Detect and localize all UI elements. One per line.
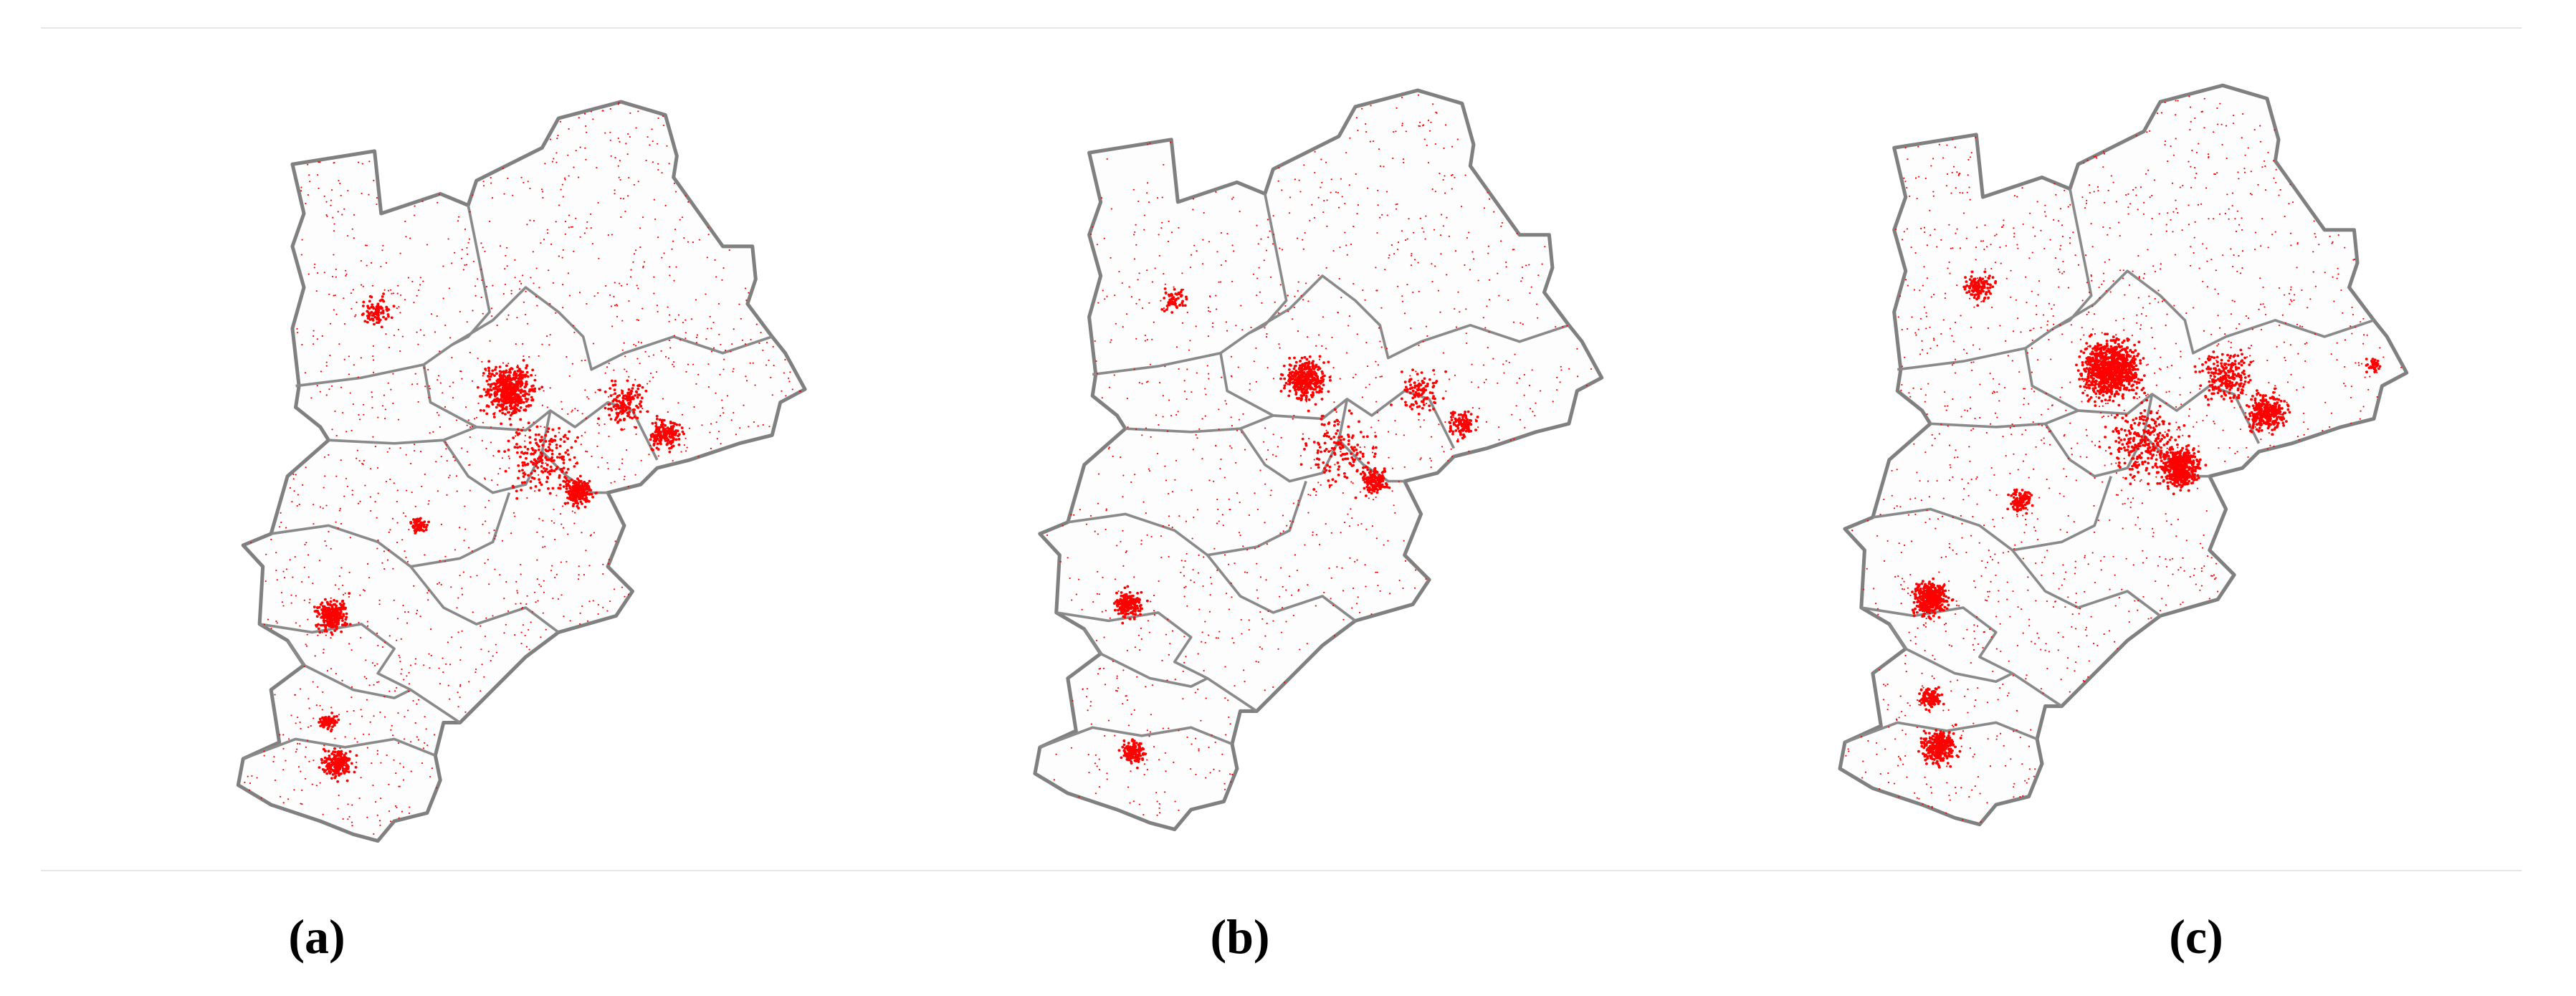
cluster-dots — [1911, 270, 2382, 769]
scattered-dots — [1046, 94, 1593, 816]
cluster-dots — [1112, 287, 1479, 770]
map-panel — [238, 102, 805, 841]
panel-label: (b) — [1210, 909, 1269, 964]
panel-label: (a) — [288, 909, 345, 964]
map-panel — [1840, 85, 2407, 824]
scattered-dots — [244, 102, 801, 835]
cluster-dots — [313, 292, 685, 783]
panel-label: (c) — [2169, 909, 2223, 964]
map-panel — [1035, 90, 1602, 829]
region-map — [238, 102, 805, 841]
region-map — [1840, 85, 2407, 824]
